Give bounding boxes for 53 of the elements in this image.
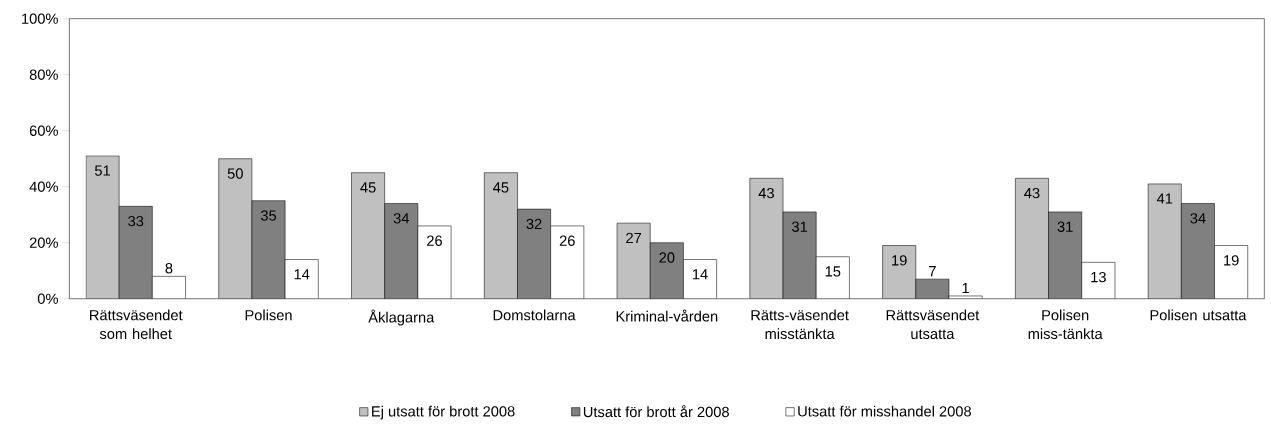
data-label: 19 <box>892 255 907 266</box>
bar <box>649 242 684 299</box>
data-label: 14 <box>692 269 708 280</box>
x-tick-label: Åklagarna <box>368 309 435 326</box>
data-label: 27 <box>626 232 642 244</box>
legend-label: Utsatt för misshandel 2008 <box>798 405 971 417</box>
data-label: 32 <box>526 218 542 230</box>
data-label: 34 <box>393 213 410 224</box>
data-label: 26 <box>559 235 575 247</box>
data-label: 7 <box>929 266 936 277</box>
data-label: 14 <box>294 269 310 280</box>
bar <box>1181 203 1215 299</box>
legend-label: Utsatt för brott år 2008 <box>583 405 729 418</box>
data-label: 41 <box>1156 193 1173 204</box>
data-label: 35 <box>260 210 277 221</box>
data-label: 51 <box>94 165 110 176</box>
y-tick-label: 100% <box>22 13 58 24</box>
data-label: 20 <box>659 252 675 263</box>
data-label: 8 <box>165 263 173 274</box>
bar <box>251 200 286 299</box>
x-tick-label: Domstolarna <box>493 309 576 321</box>
x-tick-label: Kriminal-vården <box>616 309 718 322</box>
bar <box>384 203 419 299</box>
y-tick-label: 60% <box>29 125 58 136</box>
data-label: 13 <box>1091 272 1106 283</box>
x-tick-label: Rätts-väsendet misstänkta <box>751 309 849 340</box>
legend-label: Ej utsatt för brott 2008 <box>372 405 515 420</box>
bar <box>782 211 817 299</box>
bar <box>1048 211 1083 299</box>
y-tick-label: 40% <box>29 181 58 193</box>
data-label: 26 <box>427 235 442 247</box>
bar <box>517 208 551 299</box>
data-label: 34 <box>1190 213 1206 224</box>
data-label: 43 <box>758 188 774 199</box>
data-label: 15 <box>825 266 841 277</box>
x-tick-label: Rättsväsendet som helhet <box>90 309 183 340</box>
x-tick-label: Polisen <box>245 309 292 321</box>
data-label: 31 <box>1057 221 1073 233</box>
x-tick-label: Polisen utsatta <box>1150 309 1247 321</box>
y-tick-label: 0% <box>37 293 58 305</box>
data-label: 43 <box>1024 188 1040 199</box>
x-tick-label: Rättsväsendet utsatta <box>886 309 980 340</box>
data-label: 33 <box>128 216 144 227</box>
x-tick-label: Polisen miss-tänkta <box>1028 309 1103 340</box>
data-label: 1 <box>962 283 969 294</box>
data-label: 31 <box>792 221 808 233</box>
data-label: 50 <box>227 168 243 179</box>
data-label: 19 <box>1224 255 1239 266</box>
y-tick-label: 20% <box>29 237 58 249</box>
data-label: 45 <box>493 182 509 193</box>
bar <box>118 206 153 299</box>
y-tick-label: 80% <box>29 69 58 80</box>
data-label: 45 <box>360 182 376 193</box>
